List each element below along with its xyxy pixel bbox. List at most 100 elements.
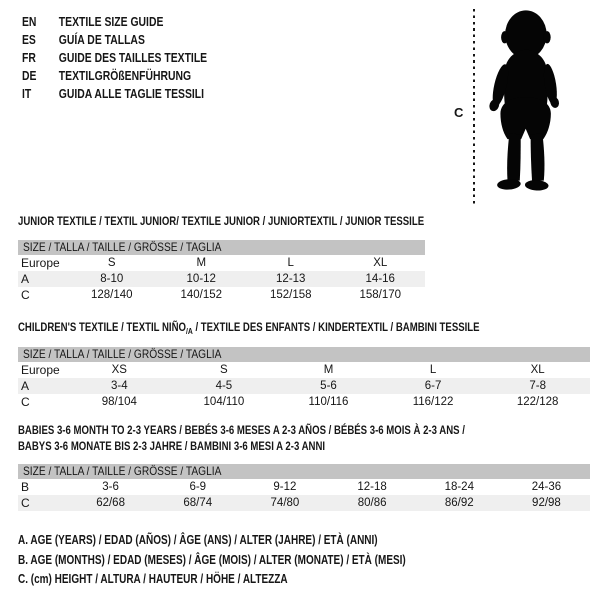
footnote-c: C. (cm) HEIGHT / ALTURA / HAUTEUR / HÖHE… — [18, 572, 288, 586]
table-cell: XL — [530, 364, 545, 376]
children-size-table: SIZE / TALLA / TAILLE / GRÖSSE / TAGLIA … — [18, 347, 590, 410]
size-table-header-text: SIZE / TALLA / TAILLE / GRÖSSE / TAGLIA — [23, 240, 222, 254]
table-row: C 128/140 140/152 152/158 158/170 — [18, 287, 425, 303]
table-cell: 12-13 — [276, 273, 306, 285]
language-code: IT — [22, 86, 32, 101]
row-label: C — [21, 496, 30, 510]
table-row: C 62/68 68/74 74/80 80/86 86/92 92/98 — [18, 495, 590, 511]
table-cell: XL — [373, 257, 388, 269]
language-code: DE — [22, 68, 37, 83]
language-row: DE TEXTILGRÖßENFÜHRUNG — [22, 67, 207, 85]
babies-section-title: BABIES 3-6 MONTH TO 2-3 YEARS / BEBÉS 3-… — [18, 422, 577, 454]
children-title-pre: CHILDREN'S TEXTILE / TEXTIL NIÑO — [18, 320, 186, 334]
table-cell: 5-6 — [320, 380, 337, 392]
table-cell: L — [287, 257, 294, 269]
table-cell: 6-7 — [424, 380, 442, 392]
row-label: C — [21, 288, 30, 302]
language-title: GUIDE DES TAILLES TEXTILE — [58, 50, 208, 65]
table-row: C 98/104 104/110 110/116 116/122 122/128 — [18, 394, 590, 410]
table-cell: 7-8 — [529, 380, 546, 392]
table-cell: 62/68 — [96, 497, 125, 509]
language-code: ES — [22, 32, 36, 47]
language-title-list: EN TEXTILE SIZE GUIDE ES GUÍA DE TALLAS … — [22, 13, 207, 103]
baby-silhouette-icon — [489, 10, 559, 191]
table-cell: 92/98 — [532, 497, 561, 509]
language-code: FR — [22, 50, 36, 65]
table-cell: S — [107, 257, 116, 269]
row-label: A — [21, 272, 30, 286]
table-cell: 80/86 — [357, 497, 387, 509]
table-cell: 68/74 — [183, 497, 213, 509]
row-label: A — [21, 379, 30, 393]
table-cell: 18-24 — [444, 481, 474, 493]
language-title: TEXTILGRÖßENFÜHRUNG — [58, 68, 192, 83]
table-cell: 6-9 — [189, 481, 207, 493]
table-cell: 158/170 — [359, 289, 402, 301]
language-row: ES GUÍA DE TALLAS — [22, 31, 207, 49]
table-cell: 9-12 — [273, 481, 297, 493]
table-cell: 86/92 — [444, 497, 474, 509]
row-label: B — [21, 480, 30, 494]
language-row: FR GUIDE DES TAILLES TEXTILE — [22, 49, 207, 67]
table-cell: L — [429, 364, 437, 376]
footnote-a: A. AGE (YEARS) / EDAD (AÑOS) / ÂGE (ANS)… — [18, 533, 378, 547]
children-title-subscript: /A — [185, 326, 193, 336]
table-cell: 104/110 — [203, 396, 245, 408]
language-title: TEXTILE SIZE GUIDE — [58, 14, 164, 29]
junior-size-table: SIZE / TALLA / TAILLE / GRÖSSE / TAGLIA … — [18, 240, 425, 303]
size-table-header: SIZE / TALLA / TAILLE / GRÖSSE / TAGLIA — [18, 240, 425, 255]
table-cell: 3-6 — [102, 481, 119, 493]
table-row: A 3-4 4-5 5-6 6-7 7-8 — [18, 378, 590, 394]
table-cell: 74/80 — [270, 497, 300, 509]
table-cell: S — [220, 364, 228, 376]
size-table-header: SIZE / TALLA / TAILLE / GRÖSSE / TAGLIA — [18, 347, 590, 362]
table-cell: 24-36 — [531, 481, 562, 493]
babies-title-line1: BABIES 3-6 MONTH TO 2-3 YEARS / BEBÉS 3-… — [18, 423, 465, 437]
size-table-header: SIZE / TALLA / TAILLE / GRÖSSE / TAGLIA — [18, 464, 590, 479]
table-cell: 128/140 — [90, 289, 133, 301]
size-table-header-text: SIZE / TALLA / TAILLE / GRÖSSE / TAGLIA — [23, 464, 222, 478]
table-cell: 122/128 — [516, 396, 559, 408]
table-cell: 12-18 — [357, 481, 387, 493]
children-section-title-text: CHILDREN'S TEXTILE / TEXTIL NIÑO/A / TEX… — [18, 320, 480, 336]
table-cell: 98/104 — [101, 396, 137, 408]
footnote-b: B. AGE (MONTHS) / EDAD (MESES) / ÂGE (MO… — [18, 552, 406, 567]
children-title-post: / TEXTILE DES ENFANTS / KINDERTEXTIL / B… — [192, 320, 480, 334]
height-dotted-line — [473, 9, 475, 206]
table-cell: XS — [111, 364, 127, 376]
table-row: A 8-10 10-12 12-13 14-16 — [18, 271, 425, 287]
table-cell: 140/152 — [180, 289, 223, 301]
table-cell: 152/158 — [269, 289, 312, 301]
table-cell: 3-4 — [110, 380, 128, 392]
language-row: EN TEXTILE SIZE GUIDE — [22, 13, 207, 31]
language-code: EN — [22, 14, 37, 29]
junior-section-title-text: JUNIOR TEXTILE / TEXTIL JUNIOR/ TEXTILE … — [18, 214, 425, 228]
table-cell: 8-10 — [100, 273, 124, 285]
table-row: B 3-6 6-9 9-12 12-18 18-24 24-36 — [18, 479, 590, 495]
junior-table-rows: Europe S M L XL A 8-10 10-12 12-13 14-16 C 128/140 1… — [18, 255, 425, 303]
table-cell: 110/116 — [308, 396, 349, 408]
table-row: Europe XS S M L XL — [18, 362, 590, 378]
babies-title-line2: BABYS 3-6 MONATE BIS 2-3 JAHRE / BAMBINI… — [18, 439, 326, 453]
table-cell: 10-12 — [186, 273, 216, 285]
table-cell: 4-5 — [215, 380, 233, 392]
junior-section-title: JUNIOR TEXTILE / TEXTIL JUNIOR/ TEXTILE … — [18, 214, 526, 228]
row-label: C — [21, 395, 30, 409]
language-row: IT GUIDA ALLE TAGLIE TESSILI — [22, 85, 207, 103]
table-cell: 14-16 — [365, 273, 395, 285]
table-cell: M — [323, 364, 334, 376]
row-label: Europe — [21, 363, 60, 377]
height-measure-label: C — [454, 105, 464, 120]
babies-table-rows: B 3-6 6-9 9-12 12-18 18-24 24-36 C 62/68 68/74 74/… — [18, 479, 590, 511]
footnotes: A. AGE (YEARS) / EDAD (AÑOS) / ÂGE (ANS)… — [18, 531, 503, 590]
table-row: Europe S M L XL — [18, 255, 425, 271]
table-cell: M — [196, 257, 207, 269]
language-title: GUIDA ALLE TAGLIE TESSILI — [58, 86, 205, 101]
children-table-rows: Europe XS S M L XL A 3-4 4-5 5-6 6-7 7-8 C 98/104 104/… — [18, 362, 590, 410]
row-label: Europe — [21, 256, 60, 270]
language-title: GUÍA DE TALLAS — [58, 32, 145, 47]
babies-size-table: SIZE / TALLA / TAILLE / GRÖSSE / TAGLIA … — [18, 464, 590, 511]
table-cell: 116/122 — [412, 396, 454, 408]
children-section-title: CHILDREN'S TEXTILE / TEXTIL NIÑO/A / TEX… — [18, 320, 595, 336]
